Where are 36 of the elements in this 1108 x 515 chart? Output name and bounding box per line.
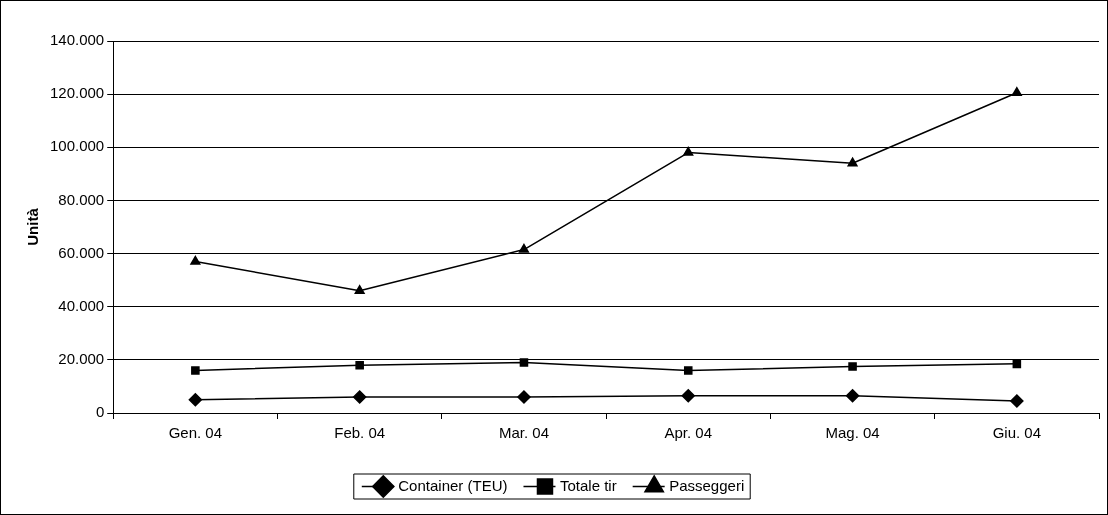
point	[1010, 394, 1024, 408]
y-tick-label: 40.000	[58, 296, 105, 314]
point	[354, 285, 365, 295]
point	[1012, 359, 1022, 369]
legend-label: Totale tir	[559, 476, 617, 494]
point	[847, 157, 858, 167]
legend-label: Passeggeri	[669, 476, 745, 494]
y-tick-label: 80.000	[58, 190, 105, 208]
x-tick-label: Gen. 04	[168, 424, 223, 442]
y-tick-label: 0	[95, 403, 105, 421]
point	[518, 243, 530, 253]
x-tick-label: Giu. 04	[992, 424, 1042, 442]
point	[191, 366, 200, 375]
point	[848, 362, 857, 371]
y-tick-label: 20.000	[58, 350, 105, 367]
point	[683, 366, 693, 375]
point	[352, 390, 367, 404]
legend-label: Container (TEU)	[398, 476, 508, 494]
point	[519, 358, 529, 367]
x-tick-label: Mag. 04	[825, 424, 880, 442]
point	[188, 392, 203, 407]
x-tick-label: Feb. 04	[334, 424, 386, 442]
point	[683, 146, 694, 156]
y-tick-label: 140.000	[49, 31, 105, 49]
point	[517, 390, 531, 404]
point	[355, 360, 364, 370]
x-tick-label: Mar. 04	[498, 424, 549, 442]
point	[190, 255, 201, 265]
y-tick-label: 120.000	[49, 84, 105, 102]
y-tick-label: 60.000	[58, 243, 105, 261]
point	[1011, 87, 1022, 97]
point	[845, 388, 860, 403]
x-tick-label: Apr. 04	[664, 424, 713, 442]
y-axis-title: Unità	[24, 207, 42, 246]
y-tick-label: 100.000	[49, 137, 105, 155]
point	[681, 388, 696, 403]
